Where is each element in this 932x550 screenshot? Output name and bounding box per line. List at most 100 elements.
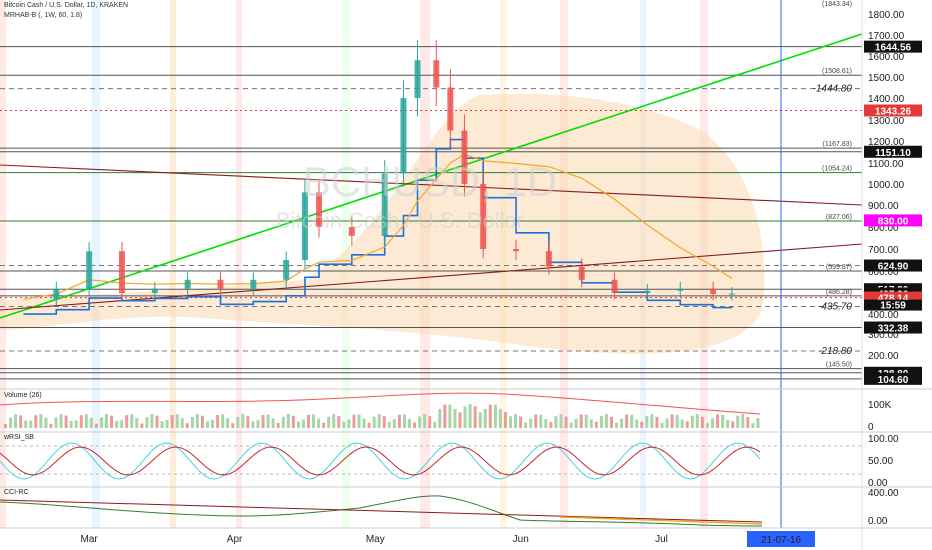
price-tick-label: 800.00 bbox=[868, 223, 899, 234]
candle-body bbox=[283, 260, 290, 280]
volume-bar bbox=[524, 422, 528, 428]
volume-bar bbox=[24, 420, 28, 428]
month-tick-label: May bbox=[366, 534, 385, 545]
volume-bar bbox=[640, 421, 644, 428]
volume-bar bbox=[145, 417, 149, 428]
volume-bar bbox=[534, 414, 538, 428]
cci-trend bbox=[0, 499, 763, 523]
candle-body bbox=[400, 98, 407, 174]
volume-bar bbox=[680, 419, 684, 428]
volume-bar bbox=[337, 416, 341, 428]
volume-bar bbox=[155, 415, 159, 428]
volume-bar bbox=[180, 418, 184, 428]
level-label: -435.70 bbox=[818, 302, 852, 313]
volume-bar bbox=[448, 404, 452, 428]
candle-body bbox=[348, 227, 355, 236]
wrsi-title: wRSI_SB bbox=[4, 434, 34, 441]
candle-body bbox=[184, 279, 191, 289]
volume-pane[interactable]: 100K 0 bbox=[0, 392, 892, 433]
level-label: (486.28) bbox=[826, 289, 852, 296]
volume-bar bbox=[418, 416, 422, 428]
price-badge bbox=[864, 259, 922, 272]
volume-bar bbox=[433, 422, 437, 428]
volume-bar bbox=[594, 421, 598, 428]
candle-body bbox=[53, 288, 60, 300]
price-pane[interactable]: (1508.61) -1444.80 (1167.83) (1054.24) (827.… bbox=[0, 0, 863, 528]
price-axis[interactable]: 200.00300.00400.00500.00600.00700.00800.… bbox=[868, 10, 905, 362]
cci-line bbox=[0, 495, 763, 527]
price-badge bbox=[864, 372, 922, 385]
volume-bar bbox=[498, 409, 502, 428]
volume-bar bbox=[125, 415, 129, 428]
symbol-title: Bitcoin Cash / U.S. Dollar, 1D, KRAKEN bbox=[4, 2, 129, 9]
volume-bar bbox=[670, 414, 674, 428]
time-axis[interactable]: Mar Apr May Jun Jul 21-07-16 bbox=[81, 531, 815, 547]
wrsi-pane[interactable]: 100.00 50.00 0.00 bbox=[0, 434, 899, 489]
volume-bar bbox=[514, 414, 518, 428]
candle-body bbox=[677, 288, 684, 291]
volume-bar bbox=[428, 416, 432, 428]
volume-bar bbox=[665, 418, 669, 428]
candle-body bbox=[86, 251, 93, 289]
price-badges: 1644.561343.261151.10830.00624.90517.204… bbox=[864, 40, 922, 386]
wrsi-tick: 100.00 bbox=[868, 434, 899, 445]
volume-bar bbox=[604, 414, 608, 428]
wrsi-tick: 50.00 bbox=[868, 456, 893, 467]
cci-title: CCI-RC bbox=[4, 489, 29, 496]
volume-bar bbox=[99, 417, 103, 428]
volume-bar bbox=[574, 418, 578, 428]
level-label: (1843.34) bbox=[822, 1, 852, 8]
volume-bar bbox=[170, 415, 174, 428]
cursor-date-badge bbox=[747, 531, 815, 547]
price-tick-label: 300.00 bbox=[868, 330, 899, 341]
volume-bar bbox=[150, 414, 154, 428]
wrsi-tick: 0.00 bbox=[868, 478, 888, 489]
volume-bar bbox=[79, 415, 83, 428]
volume-bar bbox=[493, 404, 497, 428]
candle-body bbox=[414, 60, 421, 98]
volume-bar bbox=[721, 414, 725, 428]
watermark-description: Bitcoin Cash / U.S. Dollar bbox=[276, 208, 524, 233]
volume-bar bbox=[200, 415, 204, 428]
volume-bar bbox=[392, 419, 396, 428]
volume-bar bbox=[726, 419, 730, 428]
price-badge-label: 830.00 bbox=[878, 216, 909, 227]
volume-bar bbox=[362, 418, 366, 428]
candle-body bbox=[480, 184, 487, 249]
volume-bar bbox=[529, 418, 533, 428]
red-trendline-lower[interactable] bbox=[0, 243, 863, 311]
volume-bar bbox=[751, 423, 755, 428]
candle-body bbox=[545, 251, 552, 267]
candle-body bbox=[447, 87, 454, 131]
month-tick-label: Apr bbox=[227, 534, 243, 545]
cci-pane[interactable]: 400.00 0.00 bbox=[0, 488, 899, 527]
volume-bar bbox=[135, 417, 139, 428]
candle-body bbox=[316, 192, 323, 227]
level-label: (145.50) bbox=[826, 362, 852, 369]
volume-bar bbox=[453, 408, 457, 428]
countdown-badge bbox=[864, 299, 922, 311]
volume-bar bbox=[700, 416, 704, 428]
price-badge-label: 1343.26 bbox=[875, 106, 912, 117]
volume-bar bbox=[54, 417, 58, 428]
level-label: -218.80 bbox=[818, 346, 852, 357]
volume-bar bbox=[610, 416, 613, 428]
volume-bar bbox=[357, 414, 361, 428]
candle-body bbox=[461, 130, 468, 184]
price-badge bbox=[864, 40, 922, 53]
volume-bar bbox=[281, 416, 285, 428]
green-trendline[interactable] bbox=[0, 33, 863, 319]
wrsi-line bbox=[0, 442, 761, 480]
cci-tick: 0.00 bbox=[868, 516, 888, 527]
price-tick-label: 400.00 bbox=[868, 310, 899, 321]
candle-body bbox=[301, 192, 308, 260]
price-tick-label: 1600.00 bbox=[868, 52, 905, 63]
candle-body bbox=[151, 288, 158, 293]
volume-bar bbox=[544, 419, 548, 428]
volume-bar bbox=[620, 418, 624, 428]
volume-bar bbox=[463, 406, 467, 428]
volume-bar bbox=[352, 414, 356, 428]
volume-bar bbox=[347, 419, 351, 428]
volume-bar bbox=[190, 417, 194, 428]
